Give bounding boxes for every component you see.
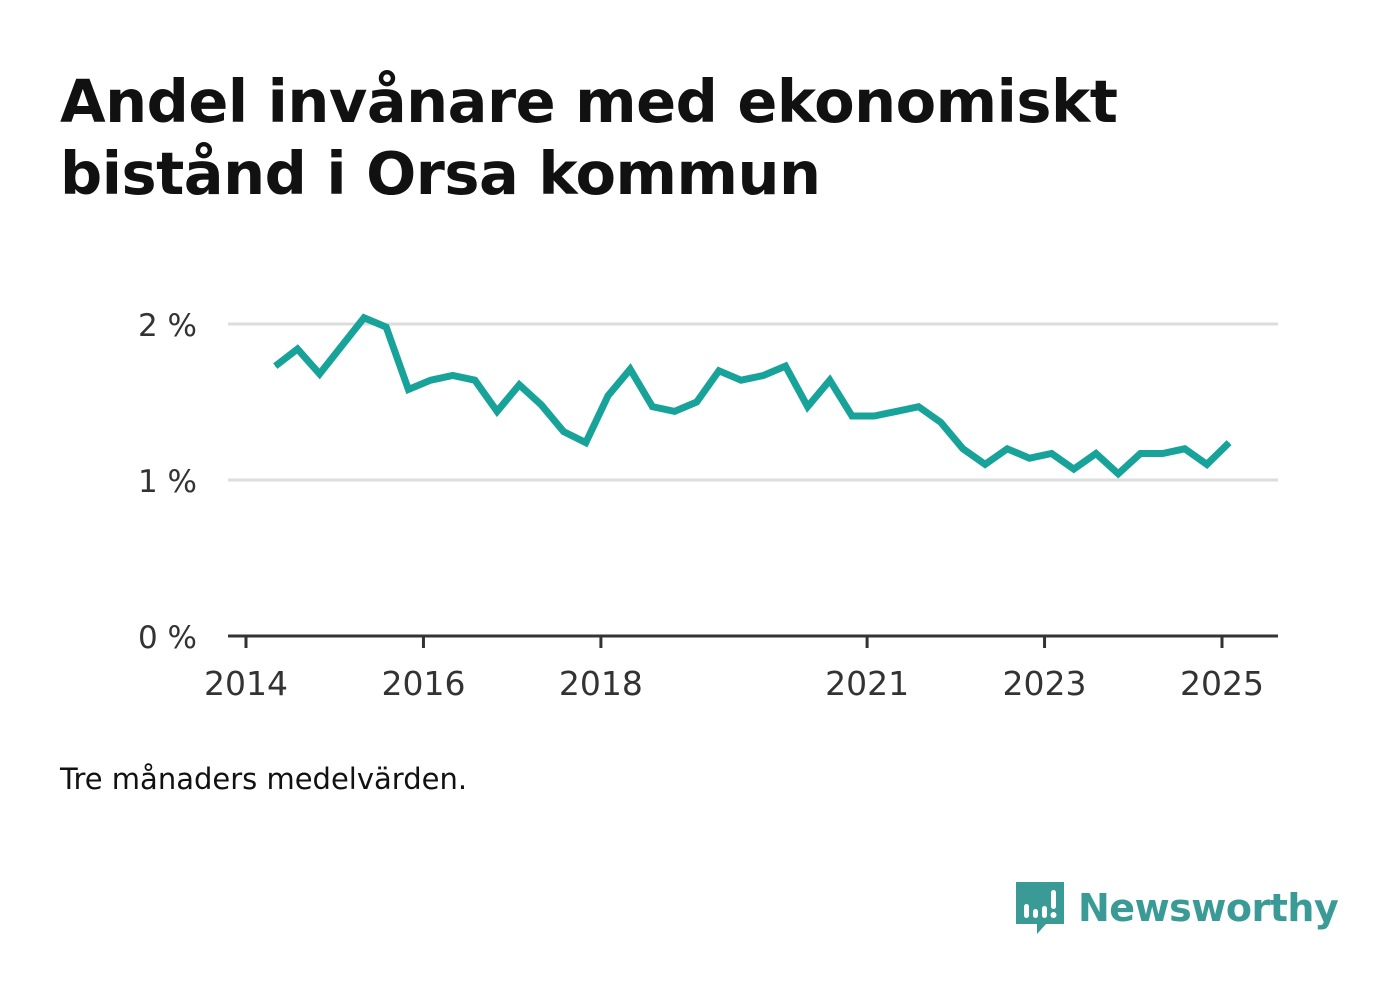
data-point [563, 431, 565, 433]
x-tick-label: 2018 [559, 664, 643, 703]
data-point [430, 379, 432, 381]
x-axis-ticks [244, 636, 1224, 648]
x-axis-labels: 2014 2016 2018 2021 2023 2025 [204, 664, 1264, 703]
data-point [363, 317, 365, 319]
data-point [674, 410, 676, 412]
data-point [1117, 473, 1119, 475]
data-point [873, 415, 875, 417]
chart-title: Andel invånare med ekonomiskt bistånd i … [60, 67, 1118, 208]
data-point [452, 375, 454, 376]
y-axis-labels: 0 % 1 % 2 % [138, 308, 197, 656]
data-point [297, 348, 298, 350]
data-point [829, 379, 831, 381]
x-tick-label: 2016 [381, 664, 465, 703]
data-point [585, 442, 587, 444]
brand-name: Newsworthy [1078, 886, 1339, 930]
x-tick-label: 2021 [825, 664, 909, 703]
data-point [1228, 442, 1230, 444]
data-point [895, 410, 897, 412]
data-point [851, 415, 853, 417]
data-point [1206, 463, 1208, 465]
data-point [518, 384, 520, 386]
series-line [273, 313, 1232, 479]
data-point [541, 404, 542, 406]
x-tick-label: 2014 [204, 664, 288, 703]
data-point [274, 365, 276, 367]
data-point [629, 368, 631, 370]
data-point [984, 463, 986, 465]
brand-logo[interactable]: Newsworthy [1012, 878, 1339, 938]
data-point [1073, 468, 1075, 470]
data-point [740, 379, 742, 381]
data-point [696, 401, 698, 403]
data-point [319, 373, 321, 375]
gridlines [228, 322, 1278, 482]
series-group [273, 313, 1232, 479]
data-point [762, 375, 764, 376]
data-point [341, 345, 343, 347]
data-point [785, 365, 786, 367]
data-point [718, 370, 720, 372]
y-tick-label: 2 % [138, 308, 197, 344]
data-point [807, 406, 809, 408]
data-point [940, 421, 942, 423]
data-point [1006, 448, 1008, 450]
x-tick-label: 2025 [1180, 664, 1264, 703]
newsworthy-icon [1016, 882, 1064, 934]
data-point [1139, 453, 1141, 454]
data-point [1162, 453, 1164, 454]
footnote: Tre månaders medelvärden. [60, 762, 468, 796]
data-point [607, 395, 609, 397]
data-point [651, 406, 653, 408]
data-point [407, 389, 409, 390]
data-point [1184, 448, 1186, 450]
data-point [385, 326, 387, 328]
data-point [496, 410, 498, 412]
y-tick-label: 1 % [138, 464, 197, 500]
x-tick-label: 2023 [1003, 664, 1087, 703]
data-point [1095, 453, 1097, 454]
data-point [918, 406, 920, 408]
y-tick-label: 0 % [138, 620, 197, 656]
data-point [962, 448, 964, 450]
data-point [1029, 457, 1030, 459]
data-point [474, 379, 476, 381]
data-point [1051, 453, 1053, 454]
